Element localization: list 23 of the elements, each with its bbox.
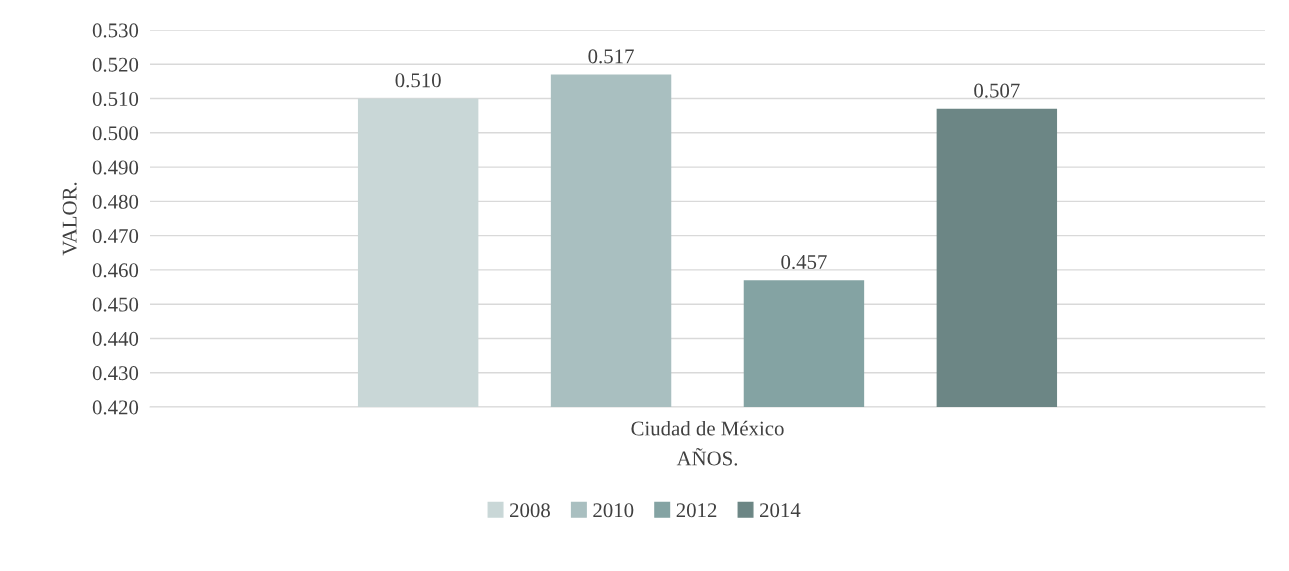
data-label: 0.510	[395, 73, 441, 88]
y-tick-label: 0.520	[92, 57, 139, 72]
data-label: 0.457	[781, 254, 827, 270]
x-axis-title: AÑOS.	[676, 447, 738, 466]
y-tick-label: 0.440	[92, 331, 139, 346]
y-tick-label: 0.490	[92, 160, 139, 175]
y-tick-label: 0.470	[92, 229, 139, 244]
legend-label: 2012	[676, 503, 717, 518]
legend-label: 2010	[593, 503, 634, 518]
y-tick-label: 0.430	[92, 366, 139, 381]
y-tick-label: 0.480	[92, 194, 139, 209]
y-tick-label: 0.510	[92, 91, 139, 107]
y-tick-label: 0.450	[92, 297, 139, 312]
data-label: 0.507	[974, 83, 1020, 98]
data-label: 0.517	[588, 49, 634, 64]
y-axis-title: VALOR.	[62, 182, 77, 256]
x-tick-label: Ciudad de México	[631, 420, 784, 436]
legend-label: 2008	[510, 503, 550, 518]
y-tick-label: 0.420	[92, 400, 139, 415]
y-tick-label: 0.530	[92, 23, 139, 38]
y-tick-label: 0.500	[92, 126, 139, 141]
legend-label: 2014	[760, 503, 801, 518]
y-tick-label: 0.460	[92, 263, 139, 278]
